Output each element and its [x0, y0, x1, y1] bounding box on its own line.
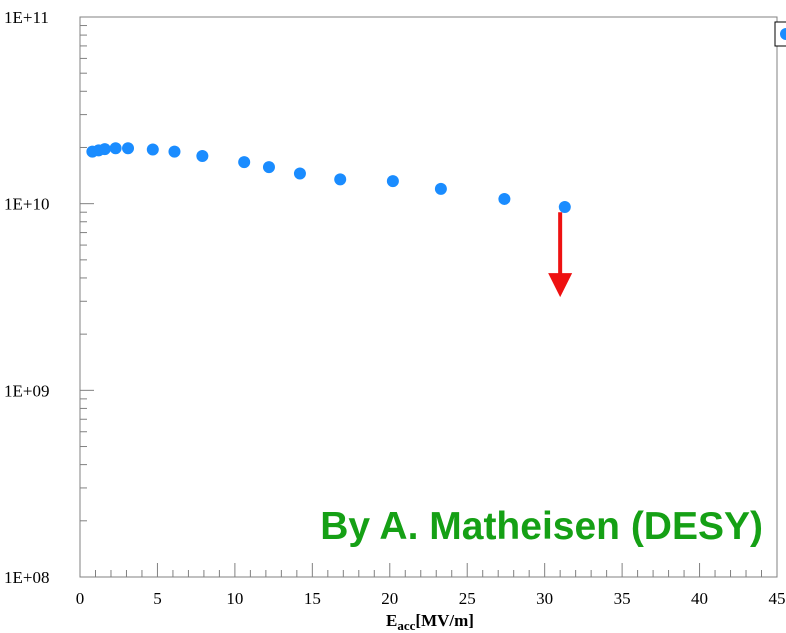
- credit-text: By A. Matheisen (DESY): [320, 505, 763, 548]
- data-point: [146, 143, 159, 156]
- data-point: [98, 143, 111, 156]
- x-tick-label: 40: [691, 589, 708, 608]
- data-point: [498, 192, 511, 205]
- data-point: [293, 167, 306, 180]
- x-axis-label: Eacc[MV/m]: [386, 611, 474, 633]
- data-point: [262, 161, 275, 174]
- y-tick-label: 1E+10: [4, 195, 49, 214]
- y-tick-label: 1E+09: [4, 381, 49, 400]
- x-tick-label: 35: [614, 589, 631, 608]
- data-point: [238, 156, 251, 169]
- plot-frame: [79, 16, 778, 578]
- x-tick-label: 25: [459, 589, 476, 608]
- x-tick-label: 15: [304, 589, 321, 608]
- x-axis-label-unit: [MV/m]: [415, 611, 474, 630]
- x-axis-label-sub: acc: [397, 618, 415, 633]
- data-point: [122, 142, 135, 155]
- arrow-head: [548, 273, 573, 298]
- x-axis: 0 5 10 15 20 25 30 35 40 45: [76, 563, 786, 608]
- x-tick-label: 10: [226, 589, 243, 608]
- data-point: [196, 150, 209, 163]
- x-tick-label: 30: [536, 589, 553, 608]
- legend-marker: [780, 28, 786, 40]
- data-point: [168, 145, 181, 158]
- x-tick-label: 20: [381, 589, 398, 608]
- y-axis: 1E+08 1E+09 1E+10 1E+11: [4, 8, 94, 587]
- x-tick-label: 5: [153, 589, 162, 608]
- data-point: [558, 200, 571, 213]
- data-point: [109, 142, 122, 155]
- data-point: [434, 182, 447, 195]
- drop-arrow: [548, 212, 573, 298]
- y-tick-label: 1E+11: [4, 8, 49, 27]
- y-tick-label: 1E+08: [4, 568, 49, 587]
- x-tick-label: 0: [76, 589, 85, 608]
- data-points: [86, 142, 571, 213]
- data-point: [334, 173, 347, 186]
- x-axis-label-main: E: [386, 611, 397, 630]
- x-tick-label: 45: [769, 589, 786, 608]
- data-point: [386, 175, 399, 188]
